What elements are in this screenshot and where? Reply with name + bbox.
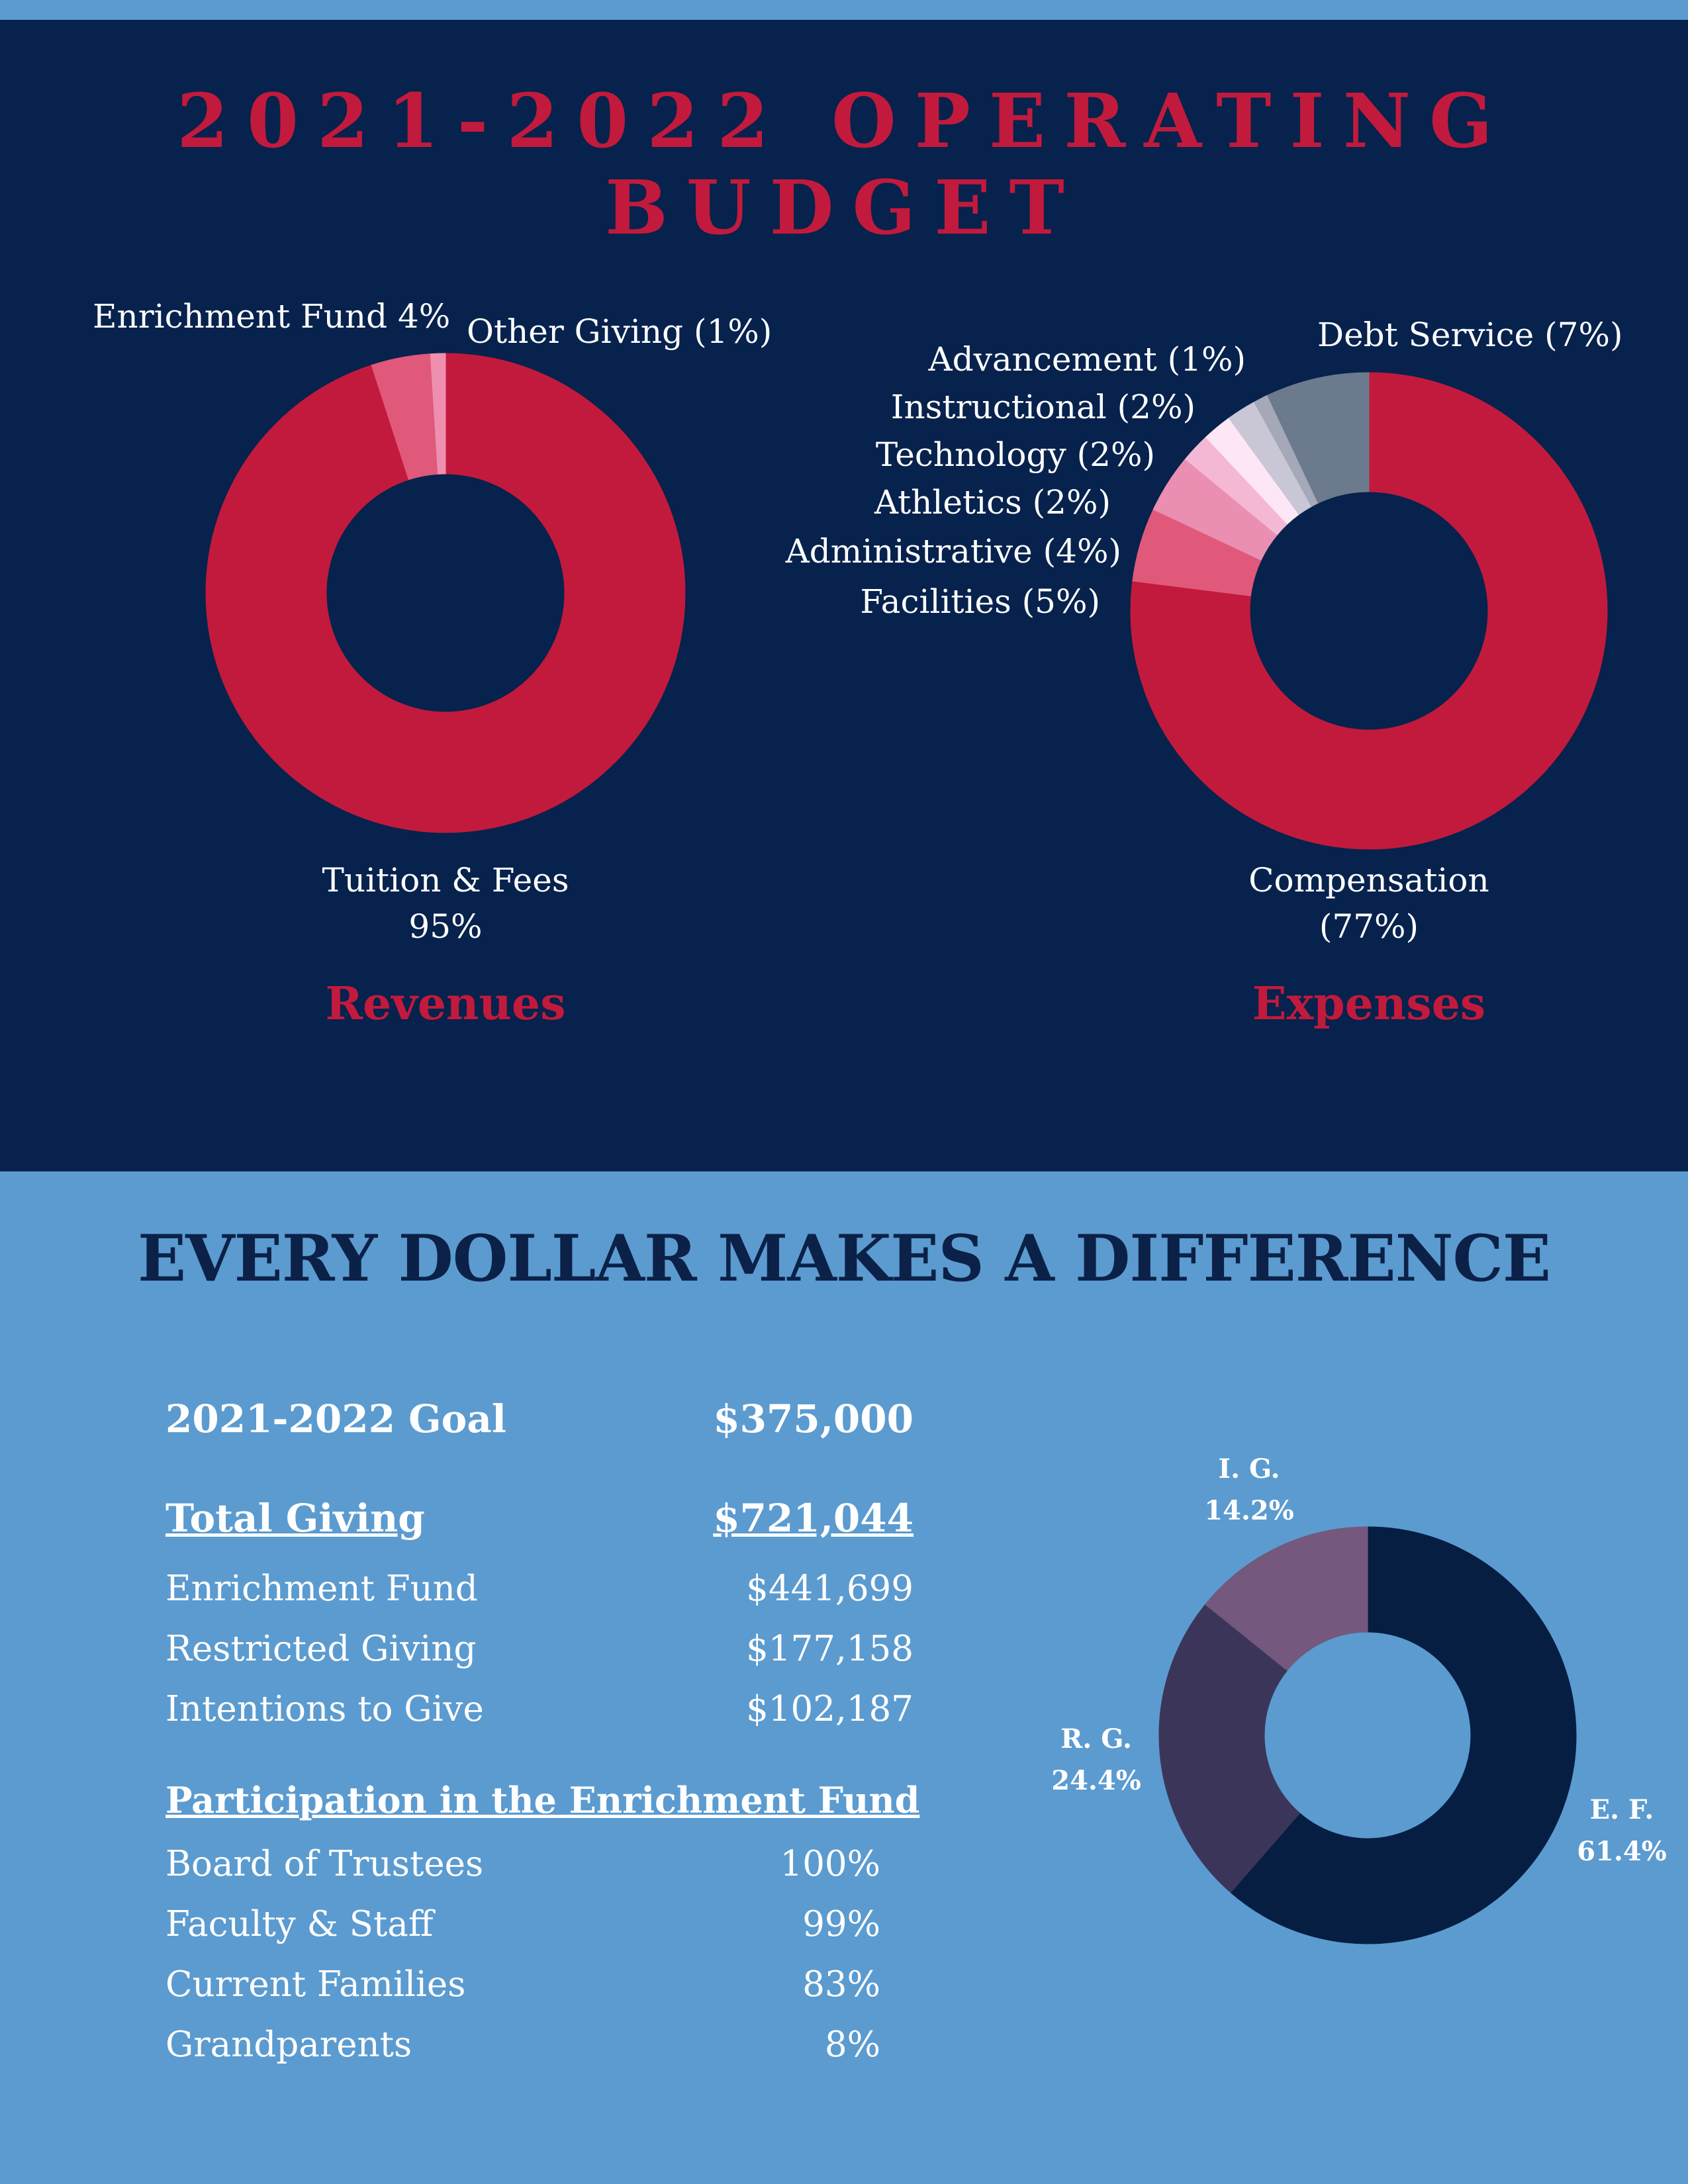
total-giving-value: $721,044	[713, 1496, 914, 1541]
label-rg: R. G.	[1060, 1723, 1132, 1754]
label-facilities: Facilities (5%)	[860, 582, 1100, 621]
giving-donut	[1158, 1526, 1577, 1944]
table-row: Intentions to Give $102,187	[165, 1689, 927, 1742]
table-row: Grandparents 8%	[165, 2025, 927, 2077]
slice-r-g	[1158, 1604, 1301, 1893]
label-ef: E. F.	[1590, 1794, 1654, 1825]
label-technology: Technology (2%)	[876, 435, 1155, 474]
revenues-title: Revenues	[326, 978, 566, 1030]
total-giving-label: Total Giving	[165, 1496, 425, 1541]
slice-e-f	[1230, 1526, 1577, 1944]
goal-label: 2021-2022 Goal	[165, 1396, 506, 1441]
label-tuition-fees: Tuition & Fees	[322, 861, 569, 899]
label-administrative: Administrative (4%)	[785, 532, 1121, 570]
label-compensation-pct: (77%)	[1319, 907, 1419, 946]
page-title: 2021-2022 OPERATING BUDGET	[177, 78, 1511, 251]
giving-item-label: Enrichment Fund	[165, 1569, 478, 1609]
participation-label: Current Families	[165, 1964, 466, 2005]
table-row: Enrichment Fund $441,699	[165, 1569, 927, 1621]
slice-compensation	[1130, 372, 1608, 850]
label-rg-pct: 24.4%	[1051, 1765, 1141, 1796]
expenses-donut	[1130, 372, 1608, 850]
label-advancement: Advancement (1%)	[928, 340, 1246, 379]
goal-value: $375,000	[713, 1396, 914, 1441]
label-athletics: Athletics (2%)	[874, 483, 1111, 522]
table-row: Faculty & Staff 99%	[165, 1904, 927, 1957]
label-compensation: Compensation	[1248, 861, 1489, 899]
giving-item-value: $177,158	[746, 1629, 914, 1669]
expenses-title: Expenses	[1252, 978, 1485, 1030]
slice-tuition-fees	[205, 353, 686, 833]
slice-i-g	[1205, 1526, 1368, 1671]
giving-item-value: $441,699	[746, 1569, 914, 1609]
table-row: Current Families 83%	[165, 1964, 927, 2017]
table-row: Restricted Giving $177,158	[165, 1629, 927, 1682]
giving-item-label: Restricted Giving	[165, 1629, 477, 1669]
slice-other-giving-1	[430, 353, 446, 475]
participation-value: 100%	[780, 1844, 880, 1884]
top-strip	[0, 0, 1688, 20]
giving-item-value: $102,187	[746, 1689, 914, 1729]
label-debt-service: Debt Service (7%)	[1317, 316, 1622, 354]
total-giving-row: Total Giving $721,044	[165, 1496, 927, 1549]
participation-label: Board of Trustees	[165, 1844, 484, 1884]
goal-row: 2021-2022 Goal $375,000	[165, 1396, 927, 1449]
label-enrichment-fund: Enrichment Fund 4%	[93, 297, 450, 336]
label-instructional: Instructional (2%)	[891, 388, 1196, 426]
giving-item-label: Intentions to Give	[165, 1689, 484, 1729]
slice-debt-service-7	[1267, 372, 1370, 504]
participation-value: 83%	[802, 1964, 880, 2005]
label-ef-pct: 61.4%	[1577, 1836, 1666, 1867]
label-tuition-fees-pct: 95%	[408, 907, 482, 946]
participation-value: 99%	[802, 1904, 880, 1944]
section-title: EVERY DOLLAR MAKES A DIFFERENCE	[137, 1221, 1551, 1296]
table-row: Board of Trustees 100%	[165, 1844, 927, 1897]
revenues-donut	[205, 353, 686, 833]
participation-label: Faculty & Staff	[165, 1904, 434, 1944]
label-other-giving: Other Giving (1%)	[467, 312, 772, 351]
participation-heading-row: Participation in the Enrichment Fund	[165, 1779, 927, 1832]
participation-value: 8%	[824, 2025, 880, 2065]
label-ig: I. G.	[1218, 1453, 1280, 1484]
participation-heading: Participation in the Enrichment Fund	[165, 1779, 920, 1821]
label-ig-pct: 14.2%	[1204, 1495, 1293, 1526]
participation-label: Grandparents	[165, 2025, 412, 2065]
